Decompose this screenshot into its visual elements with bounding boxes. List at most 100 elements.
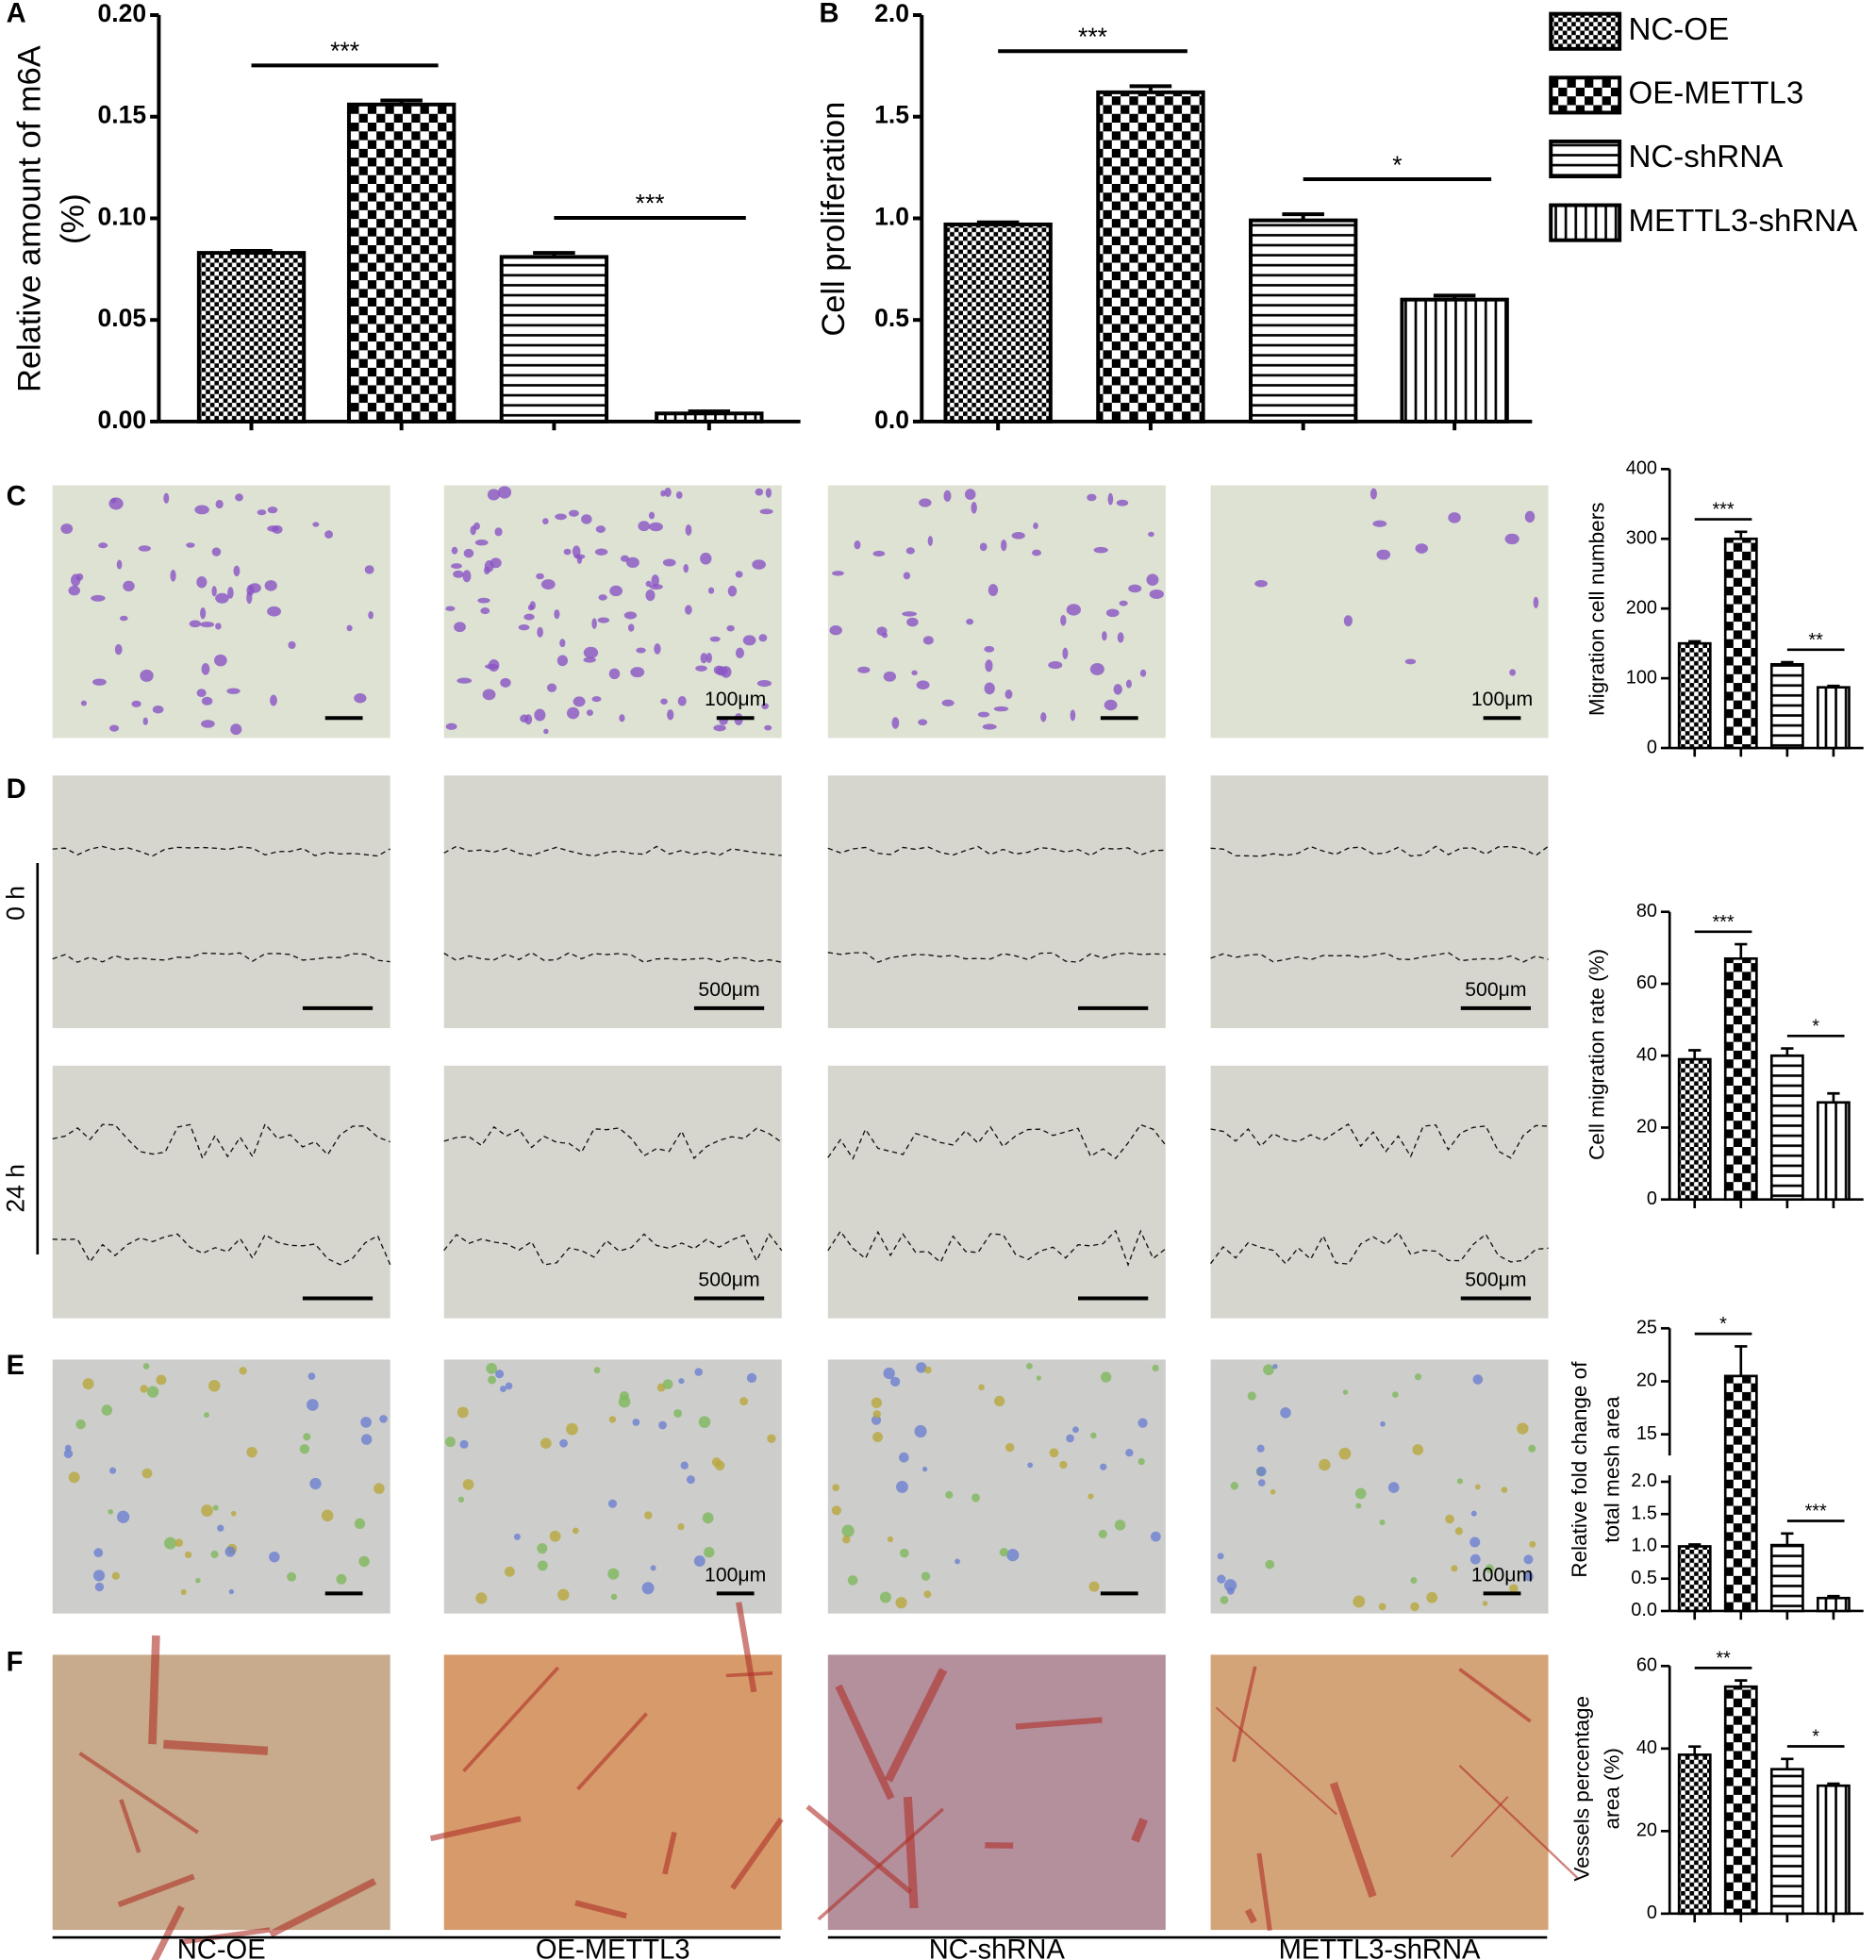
- cell: [651, 574, 659, 587]
- cell: [540, 1437, 552, 1450]
- cell: [235, 493, 243, 502]
- cell: [230, 723, 242, 736]
- y-tick-label: 2.0: [1631, 1470, 1657, 1491]
- cell: [299, 1444, 310, 1454]
- cell: [1070, 709, 1076, 722]
- cell: [675, 490, 683, 499]
- cell: [767, 1434, 776, 1443]
- cell: [156, 1374, 167, 1386]
- cell: [92, 1570, 106, 1582]
- micrograph: [443, 1065, 782, 1319]
- cell: [1355, 1503, 1362, 1509]
- cell: [500, 677, 511, 688]
- cell: [312, 522, 320, 527]
- cell: [451, 546, 458, 555]
- cell: [1088, 1581, 1100, 1592]
- cell: [68, 1471, 80, 1484]
- cell: [248, 583, 261, 593]
- cell: [63, 1449, 74, 1459]
- cell: [152, 706, 164, 714]
- cell: [451, 563, 462, 569]
- cell: [978, 1384, 985, 1391]
- cell: [735, 571, 743, 578]
- cell: [1087, 493, 1097, 502]
- cell: [1072, 1426, 1079, 1434]
- cell: [841, 1524, 855, 1537]
- cell: [1102, 631, 1107, 641]
- cell: [641, 1582, 655, 1595]
- bar: [499, 255, 609, 424]
- cell: [847, 1575, 858, 1586]
- significance-label: *: [1812, 1016, 1819, 1037]
- cell: [752, 559, 766, 570]
- cell: [1148, 531, 1154, 538]
- significance-label: ***: [1805, 1501, 1827, 1521]
- cell: [518, 624, 530, 631]
- cell: [597, 617, 610, 623]
- cell: [208, 1379, 221, 1392]
- cell: [632, 1418, 640, 1426]
- cell: [1137, 1418, 1148, 1428]
- vessel: [1458, 1764, 1580, 1880]
- cell: [537, 626, 543, 638]
- cell: [922, 636, 934, 645]
- cell: [662, 558, 676, 567]
- cell: [1114, 1520, 1126, 1531]
- cell: [1469, 1536, 1481, 1548]
- wound-edge: [52, 1233, 391, 1266]
- cell: [1100, 1371, 1112, 1383]
- cell: [1004, 689, 1013, 700]
- y-axis-label: area (%): [1600, 1748, 1623, 1829]
- cell: [230, 1510, 237, 1517]
- cell: [1098, 1529, 1107, 1538]
- cell: [702, 1512, 714, 1524]
- cell: [1146, 573, 1159, 586]
- cell: [201, 696, 213, 706]
- cell: [758, 634, 768, 642]
- cell: [186, 542, 195, 548]
- cell: [700, 653, 708, 664]
- vessel: [662, 1831, 677, 1875]
- bar: [1723, 1685, 1758, 1916]
- cell: [591, 618, 597, 629]
- y-tick-label: 40: [1636, 1044, 1657, 1065]
- cell: [764, 724, 772, 731]
- cell: [180, 1588, 187, 1596]
- vessel: [1244, 1908, 1257, 1924]
- cell: [1125, 679, 1132, 689]
- cell: [201, 720, 215, 728]
- scale-label: 500μm: [1465, 1270, 1526, 1291]
- cell: [583, 646, 599, 659]
- cell: [537, 1543, 548, 1554]
- cell: [457, 1496, 465, 1503]
- cell: [246, 590, 253, 605]
- cell: [1226, 1586, 1235, 1595]
- error-bar: [380, 98, 423, 105]
- cell: [75, 1419, 86, 1430]
- cell: [336, 1573, 347, 1585]
- cell: [1004, 1442, 1015, 1453]
- bar: [1096, 90, 1205, 424]
- cell: [527, 605, 534, 611]
- cell: [555, 513, 567, 521]
- scale-label: 100μm: [705, 1564, 766, 1586]
- cell: [924, 1366, 932, 1374]
- cell: [321, 1509, 334, 1522]
- legend-label: NC-shRNA: [1628, 140, 1784, 174]
- cell: [480, 607, 490, 615]
- vessel: [462, 1666, 560, 1772]
- bar: [346, 102, 457, 424]
- y-tick-label: 0.5: [874, 304, 909, 332]
- cell: [993, 706, 1009, 712]
- cell: [573, 554, 586, 559]
- cell: [979, 542, 988, 552]
- cell: [68, 585, 81, 596]
- cell: [831, 1505, 841, 1516]
- cell: [184, 1551, 192, 1559]
- y-tick-label: 100: [1626, 667, 1657, 688]
- cell: [195, 1577, 201, 1584]
- wound-edge: [443, 845, 782, 857]
- cell: [573, 696, 586, 707]
- legend-swatch: [1549, 203, 1622, 242]
- error-bar: [1781, 1757, 1794, 1769]
